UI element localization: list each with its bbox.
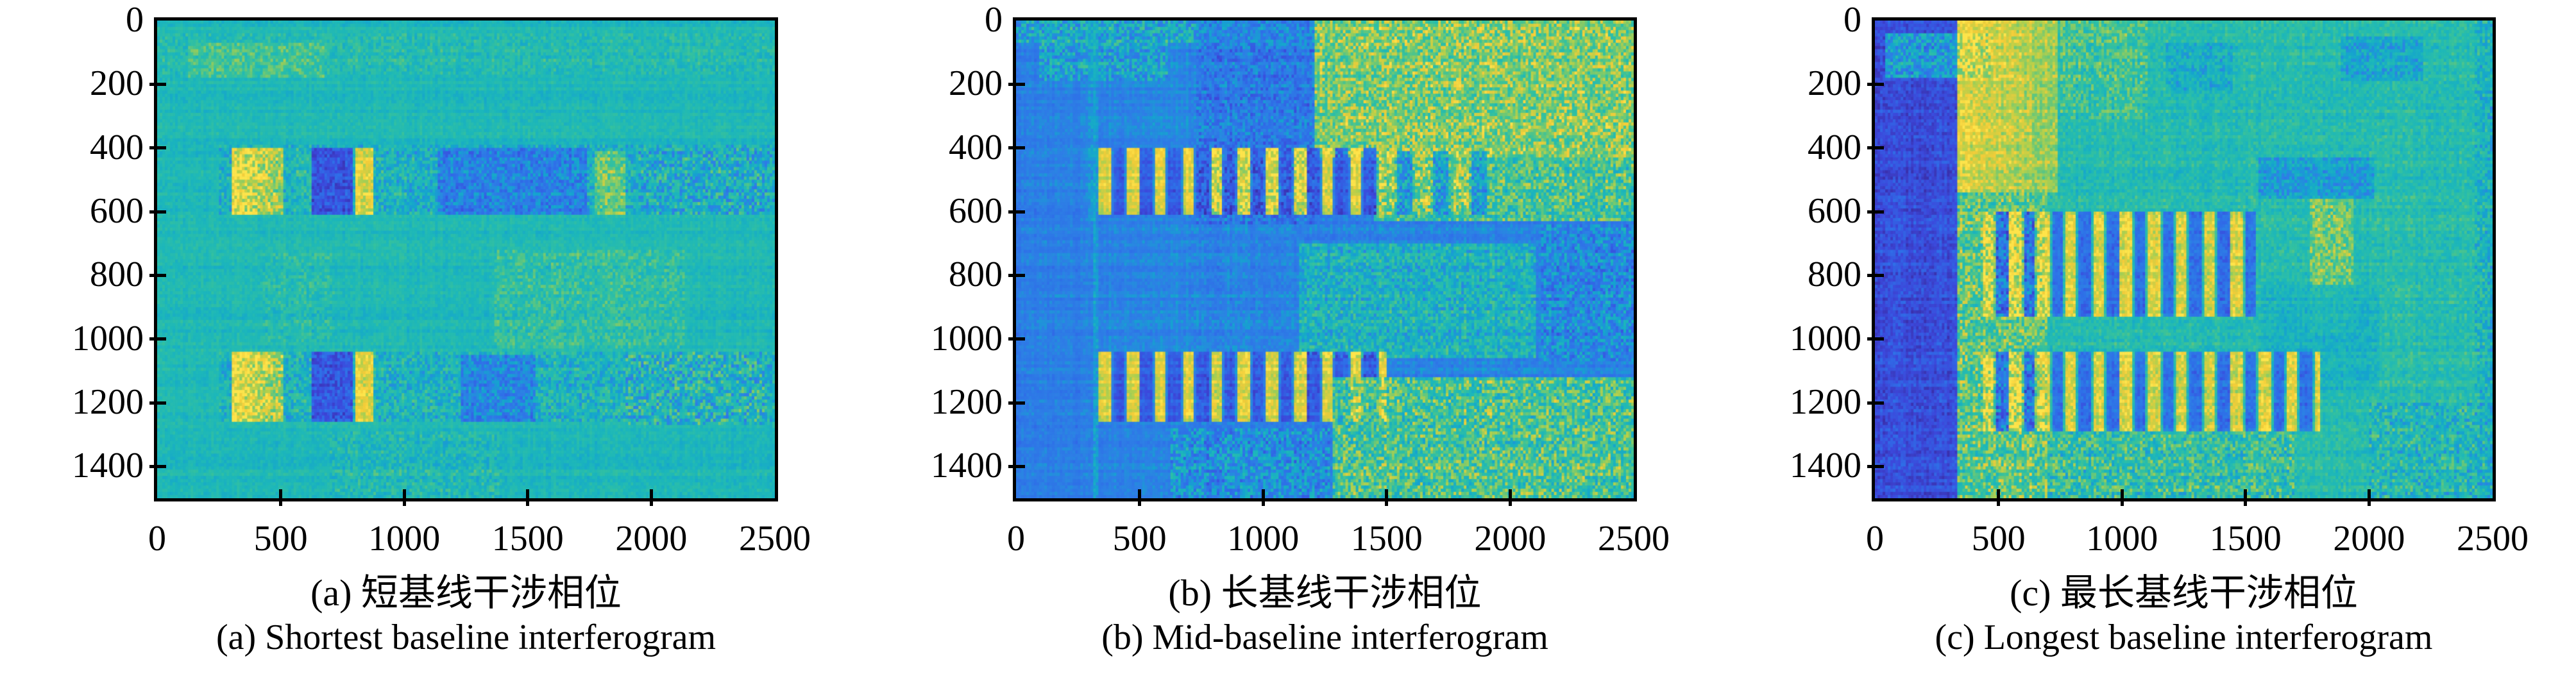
- y-tick-mark: [1867, 146, 1884, 150]
- caption-chinese-c: (c) 最长基线干涉相位: [2010, 572, 2358, 614]
- y-tick-mark: [1867, 337, 1884, 341]
- x-tick-label: 2500: [1598, 519, 1670, 559]
- interferogram-image-a: [157, 21, 775, 498]
- subfigure-c: 0 200 400 600 800 1000 1200 1400 0 500 1000 1500 20…: [1773, 0, 2576, 690]
- y-tick-label: 800: [90, 255, 144, 295]
- x-tick-mark: [526, 489, 530, 506]
- y-tick-mark: [1008, 273, 1025, 277]
- y-tick-mark: [1008, 82, 1025, 86]
- y-tick-label: 400: [90, 127, 144, 167]
- x-tick-label: 2500: [739, 519, 811, 559]
- y-tick-label: 1200: [1790, 382, 1861, 422]
- x-tick-label: 1000: [2086, 519, 2158, 559]
- y-tick-label: 1200: [931, 382, 1003, 422]
- x-tick-mark: [2120, 489, 2124, 506]
- y-tick-label: 800: [949, 255, 1003, 295]
- x-axis-tick-labels-a: 0 500 1000 1500 2000 2500: [148, 519, 811, 566]
- y-tick-label: 1400: [72, 446, 144, 486]
- x-tick-label: 0: [1866, 519, 1884, 559]
- y-tick-mark: [149, 210, 166, 214]
- y-tick-label: 1000: [931, 318, 1003, 358]
- y-tick-mark: [1867, 464, 1884, 468]
- x-tick-label: 1000: [368, 519, 441, 559]
- y-tick-label: 600: [90, 190, 144, 231]
- subfigures-row: 0 200 400 600 800 1000 1200 1400 0 500 1000 1500 20…: [55, 0, 2576, 690]
- y-tick-mark: [149, 401, 166, 405]
- x-tick-mark: [2244, 489, 2248, 506]
- x-tick-mark: [1508, 489, 1512, 506]
- y-tick-label: 600: [1808, 190, 1861, 231]
- y-tick-mark: [149, 464, 166, 468]
- x-tick-label: 500: [253, 519, 308, 559]
- x-tick-label: 0: [1007, 519, 1025, 559]
- x-axis-tick-labels-b: 0 500 1000 1500 2000 2500: [1007, 519, 1670, 566]
- y-tick-label: 1200: [72, 382, 144, 422]
- y-tick-mark: [1867, 210, 1884, 214]
- caption-chinese-a: (a) 短基线干涉相位: [310, 572, 622, 614]
- y-tick-mark: [1008, 337, 1025, 341]
- y-tick-label: 600: [949, 190, 1003, 231]
- caption-english-b: (b) Mid-baseline interferogram: [1101, 618, 1548, 657]
- y-tick-label: 800: [1808, 255, 1861, 295]
- x-tick-label: 1000: [1227, 519, 1300, 559]
- interferogram-plot-a: [149, 17, 778, 506]
- y-tick-mark: [149, 146, 166, 150]
- y-axis-tick-labels-c: 0 200 400 600 800 1000 1200 1400: [1773, 0, 1861, 507]
- y-tick-mark: [1867, 273, 1884, 277]
- y-tick-label: 0: [985, 0, 1003, 40]
- y-tick-mark: [1008, 464, 1025, 468]
- y-tick-label: 200: [90, 63, 144, 104]
- x-tick-mark: [2367, 489, 2371, 506]
- y-tick-label: 200: [1808, 63, 1861, 104]
- y-tick-label: 200: [949, 63, 1003, 104]
- interferogram-plot-c: [1867, 17, 2496, 506]
- y-tick-mark: [149, 337, 166, 341]
- x-tick-mark: [279, 489, 283, 506]
- y-tick-label: 0: [126, 0, 144, 40]
- y-tick-mark: [149, 82, 166, 86]
- y-tick-label: 1400: [931, 446, 1003, 486]
- x-tick-label: 1500: [491, 519, 564, 559]
- interferogram-image-c: [1875, 21, 2493, 498]
- y-tick-mark: [1867, 82, 1884, 86]
- x-tick-mark: [1997, 489, 2001, 506]
- y-tick-label: 1400: [1790, 446, 1861, 486]
- x-tick-label: 1500: [2209, 519, 2282, 559]
- caption-english-c: (c) Longest baseline interferogram: [1935, 618, 2433, 657]
- subfigure-b: 0 200 400 600 800 1000 1200 1400 0 500 1000 1500 20…: [914, 0, 1773, 690]
- y-tick-label: 400: [949, 127, 1003, 167]
- subfigure-a: 0 200 400 600 800 1000 1200 1400 0 500 1000 1500 20…: [55, 0, 914, 690]
- y-tick-label: 1000: [1790, 318, 1861, 358]
- interferogram-plot-b: [1008, 17, 1637, 506]
- y-tick-label: 1000: [72, 318, 144, 358]
- x-tick-label: 500: [1971, 519, 2026, 559]
- y-tick-mark: [1008, 210, 1025, 214]
- y-tick-mark: [1008, 401, 1025, 405]
- x-tick-label: 2000: [2333, 519, 2405, 559]
- x-tick-label: 0: [148, 519, 166, 559]
- y-tick-label: 400: [1808, 127, 1861, 167]
- y-tick-mark: [1867, 401, 1884, 405]
- y-axis-tick-labels-b: 0 200 400 600 800 1000 1200 1400: [914, 0, 1003, 507]
- caption-english-a: (a) Shortest baseline interferogram: [216, 618, 716, 657]
- caption-chinese-b: (b) 长基线干涉相位: [1168, 572, 1482, 614]
- x-tick-mark: [1138, 489, 1142, 506]
- x-tick-label: 1500: [1350, 519, 1423, 559]
- x-tick-label: 2000: [1474, 519, 1546, 559]
- x-tick-mark: [402, 489, 406, 506]
- y-tick-mark: [1008, 146, 1025, 150]
- x-tick-label: 2500: [2457, 519, 2529, 559]
- y-axis-tick-labels-a: 0 200 400 600 800 1000 1200 1400: [55, 0, 144, 507]
- x-axis-tick-labels-c: 0 500 1000 1500 2000 2500: [1866, 519, 2529, 566]
- x-tick-mark: [1385, 489, 1389, 506]
- x-tick-mark: [1261, 489, 1265, 506]
- y-tick-label: 0: [1843, 0, 1861, 40]
- x-tick-mark: [649, 489, 653, 506]
- x-tick-label: 500: [1112, 519, 1167, 559]
- y-tick-mark: [149, 273, 166, 277]
- interferogram-image-b: [1016, 21, 1634, 498]
- x-tick-label: 2000: [615, 519, 688, 559]
